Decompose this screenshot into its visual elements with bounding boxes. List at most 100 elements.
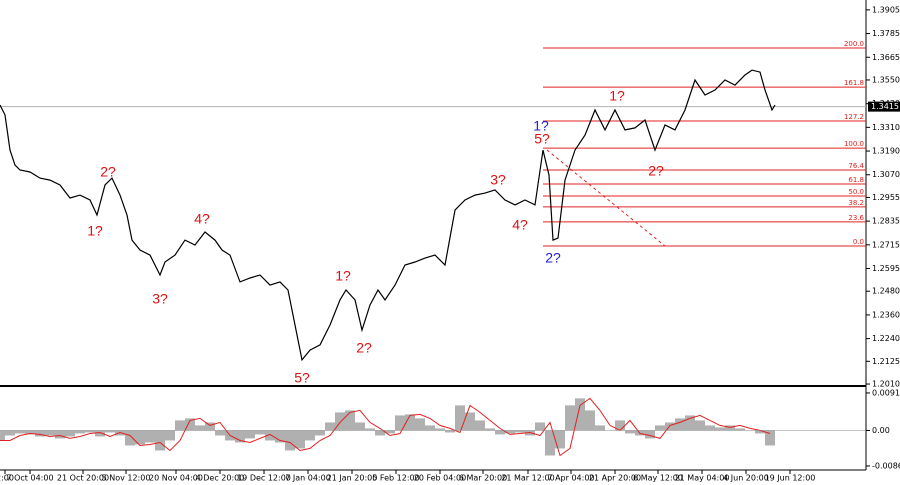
wave-label: 3?	[152, 291, 168, 307]
histogram-bar	[305, 430, 315, 441]
signal-line	[0, 397, 771, 457]
histogram-bar	[265, 430, 275, 441]
wave-label: 3?	[490, 172, 506, 188]
histogram-bar	[365, 428, 375, 431]
histogram-bar	[55, 430, 65, 439]
histogram-bar	[545, 430, 555, 456]
histogram-bar	[725, 425, 735, 431]
x-tick-label: 21 Apr 20:00	[589, 474, 641, 483]
histogram-bar	[25, 430, 35, 435]
x-tick-label: 7 Apr 04:00	[547, 474, 594, 483]
histogram-bar	[5, 430, 15, 436]
histogram-bar	[95, 430, 105, 437]
x-tick-label: 4 Jun 20:00	[723, 474, 769, 483]
x-tick-label: 6 May 12:00	[633, 474, 683, 483]
histogram-bar	[295, 430, 305, 449]
fib-label: 23.6	[848, 214, 864, 222]
wave-label: 5?	[534, 131, 550, 147]
histogram-bar	[445, 430, 455, 433]
fib-label: 127.2	[844, 113, 864, 121]
x-tick-label: 19 Dec 12:00	[237, 474, 291, 483]
histogram-bar	[555, 430, 565, 449]
wave-label: 2?	[648, 163, 664, 179]
x-tick-label: 20 Feb 04:00	[414, 474, 466, 483]
x-tick-label: 6 Mar 20:00	[459, 474, 507, 483]
histogram-bar	[485, 428, 495, 431]
y-tick-label: 1.2835	[872, 217, 900, 226]
histogram-bar	[465, 412, 475, 431]
histogram-bar	[715, 427, 725, 431]
histogram-bar	[325, 422, 335, 431]
wave-label: 1?	[335, 268, 351, 284]
histogram-bar	[435, 428, 445, 431]
x-tick-label: 5 Nov 12:00	[102, 474, 151, 483]
x-tick-label: 21 Mar 12:00	[501, 474, 554, 483]
fib-label: 161.8	[844, 79, 864, 87]
histogram-bar	[405, 414, 415, 431]
fib-label: 61.8	[848, 176, 864, 184]
fib-label: 76.4	[848, 162, 864, 170]
histogram-bar	[455, 405, 465, 431]
histogram-bar	[245, 430, 255, 439]
histogram-bar	[675, 418, 685, 431]
wave-label: 1?	[533, 118, 549, 134]
histogram-bar	[275, 430, 285, 443]
histogram-bar	[315, 430, 325, 436]
y-tick-label: -0.00862	[872, 461, 900, 470]
y-tick-label: 1.3550	[872, 75, 900, 84]
y-tick-label: 0.0091	[872, 388, 900, 397]
wave-label: 1?	[87, 223, 103, 239]
wave-label: 1?	[609, 88, 625, 104]
histogram-bar	[15, 430, 25, 434]
histogram-bar	[0, 430, 5, 441]
y-tick-label: 1.2240	[872, 334, 900, 343]
histogram-bar	[495, 430, 505, 435]
y-tick-label: 1.2480	[872, 287, 900, 296]
x-tick-label: 21 May 04:00	[675, 474, 730, 483]
wave-label: 5?	[294, 370, 310, 386]
histogram-bar	[645, 430, 655, 439]
histogram-bar	[85, 430, 95, 433]
histogram-bar	[505, 430, 515, 434]
histogram-bar	[735, 428, 745, 431]
y-tick-label: 1.2955	[872, 193, 900, 202]
x-tick-label: 4 Dec 20:00	[196, 474, 245, 483]
histogram-bar	[45, 430, 55, 436]
x-tick-label: 21 Oct 20:00	[57, 474, 109, 483]
y-tick-label: 1.3070	[872, 170, 900, 179]
fib-label: 200.0	[844, 40, 864, 48]
y-tick-label: 1.2010	[872, 380, 900, 389]
x-tick-label: 5 Feb 12:00	[372, 474, 419, 483]
y-tick-label: 1.3190	[872, 147, 900, 156]
histogram-bar	[65, 430, 75, 437]
x-tick-label: 7 Jan 04:00	[285, 474, 331, 483]
histogram-bar	[185, 418, 195, 431]
histogram-bar	[475, 420, 485, 431]
x-tick-label: 2:00	[0, 474, 14, 483]
histogram-bar	[105, 430, 115, 433]
y-tick-label: 0.00	[872, 426, 890, 435]
histogram-bar	[355, 422, 365, 431]
histogram-bar	[585, 410, 595, 431]
histogram-bar	[385, 430, 395, 434]
trend-line	[546, 149, 666, 247]
x-tick-label: 21 Jan 20:00	[327, 474, 378, 483]
histogram-bar	[625, 430, 635, 434]
wave-label: 4?	[194, 211, 210, 227]
histogram-bar	[375, 430, 385, 436]
y-tick-label: 1.2125	[872, 357, 900, 366]
histogram-bar	[425, 425, 435, 431]
fib-label: 38.2	[848, 199, 864, 207]
histogram-bar	[685, 415, 695, 431]
x-tick-label: 7 Oct 04:00	[6, 474, 53, 483]
histogram-bar	[255, 430, 265, 435]
histogram-bar	[165, 430, 175, 441]
fib-label: 100.0	[844, 140, 864, 148]
wave-label: 4?	[512, 217, 528, 233]
histogram-bar	[285, 430, 295, 451]
histogram-bar	[35, 430, 45, 437]
histogram-bar	[665, 422, 675, 431]
wave-label: 2?	[356, 340, 372, 356]
histogram-bar	[135, 430, 145, 445]
histogram-bar	[695, 420, 705, 431]
